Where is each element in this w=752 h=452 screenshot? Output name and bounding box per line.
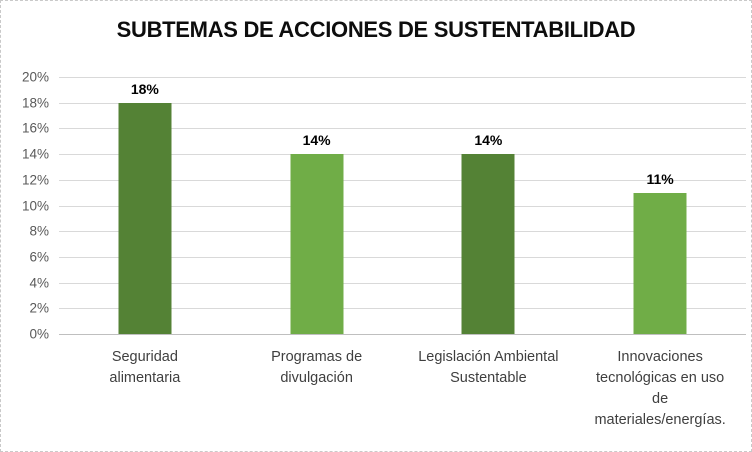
- gridline: [59, 154, 746, 156]
- bar-value-label: 14%: [474, 132, 503, 149]
- y-axis-tick-label: 14%: [21, 146, 49, 162]
- bar-value-label: 11%: [646, 170, 674, 187]
- bar-slot: 14%: [403, 77, 575, 334]
- bar-slot: 14%: [231, 77, 403, 334]
- x-axis-category-label: Legislación Ambiental Sustentable: [418, 349, 559, 386]
- bar-slot: 11%: [574, 77, 746, 334]
- y-axis-tick-label: 2%: [29, 300, 49, 316]
- x-axis-category-label: Programas de divulgación: [271, 349, 363, 386]
- bars-row: 18% 14% 14% 11%: [59, 77, 746, 334]
- y-axis-tick-label: 4%: [29, 275, 49, 291]
- x-axis-category-labels: Seguridad alimentaria Programas de divulg…: [59, 347, 746, 431]
- y-axis-tick-label: 16%: [21, 120, 49, 136]
- gridline: [59, 102, 746, 104]
- x-axis-category-label: Seguridad alimentaria: [109, 349, 181, 386]
- bar: [290, 154, 344, 334]
- gridline: [59, 179, 746, 181]
- y-axis-tick-label: 10%: [21, 198, 49, 213]
- x-axis-category-label: Innovaciones tecnológicas en uso de mate…: [594, 349, 726, 428]
- gridline: [59, 334, 746, 335]
- y-axis: 20% 18% 16% 14% 12% 10% 8% 6% 4% 2% 0%: [1, 70, 49, 342]
- gridline: [59, 256, 746, 258]
- gridline: [59, 308, 746, 310]
- y-axis-tick-label: 12%: [21, 172, 49, 188]
- bar: [118, 102, 172, 334]
- bar-slot: 18%: [59, 77, 231, 334]
- y-axis-tick-label: 18%: [21, 95, 49, 111]
- bar: [461, 154, 515, 334]
- gridline: [59, 205, 746, 207]
- gridline: [59, 231, 746, 233]
- gridline: [59, 77, 746, 78]
- y-axis-tick-label: 8%: [29, 223, 49, 239]
- bar-value-label: 18%: [130, 80, 159, 97]
- y-axis-tick-label: 0%: [29, 326, 49, 342]
- gridline: [59, 282, 746, 284]
- gridline: [59, 128, 746, 130]
- bar: [633, 192, 687, 334]
- bar-value-label: 14%: [302, 132, 331, 149]
- chart-title: SUBTEMAS DE ACCIONES DE SUSTENTABILIDAD: [116, 17, 636, 42]
- plot-area: 18% 14% 14% 11%: [59, 77, 746, 335]
- y-axis-tick-label: 20%: [21, 69, 49, 85]
- y-axis-tick-label: 6%: [29, 249, 49, 265]
